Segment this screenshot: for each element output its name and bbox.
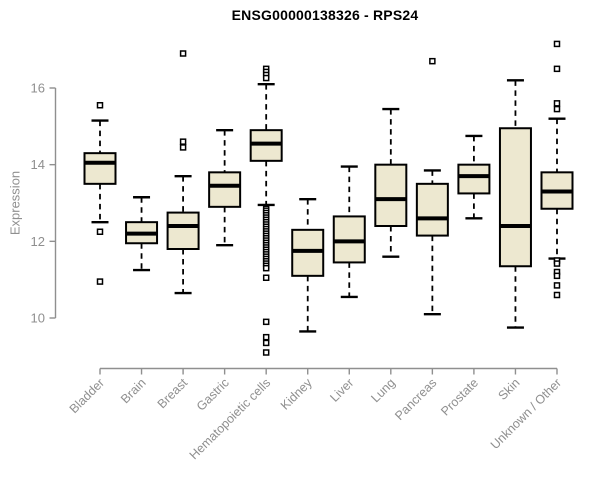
x-label-liver: Liver [327,376,356,405]
box-prostate [457,134,491,220]
chart-title: ENSG00000138326 - RPS24 [231,7,419,23]
outlier-point [262,74,270,82]
y-tick-label-16: 16 [31,81,45,96]
outlier-point [553,65,561,73]
y-tick-label-12: 12 [31,234,45,249]
box-skin [498,79,532,329]
box-kidney [291,197,325,333]
box-liver [332,165,366,299]
iqr-box [208,171,242,208]
y-tick-label-10: 10 [31,310,45,325]
x-label-brain: Brain [118,376,149,407]
outlier-point [262,333,270,341]
outlier-point [553,291,561,299]
iqr-box [83,152,117,185]
x-label-pancreas: Pancreas [392,376,439,423]
box-lung [374,107,408,258]
x-label-kidney: Kidney [278,375,315,412]
x-label-breast: Breast [155,375,191,411]
outlier-point [262,339,270,347]
x-label-skin: Skin [495,376,522,403]
outlier-point [96,228,104,235]
iqr-box [457,163,491,195]
outlier-point [553,272,561,280]
y-tick-label-14: 14 [31,157,45,172]
outlier-point [262,264,270,272]
x-label-gastric: Gastric [194,376,232,414]
outlier-point [553,40,561,48]
x-label-unknown-other: Unknown / Other [488,376,564,452]
outlier-point [262,274,270,281]
iqr-box [166,211,200,250]
outlier-point [96,101,104,109]
box-hematopoietic-cells [249,65,283,356]
outlier-point [179,50,187,57]
outlier-point [262,349,270,356]
box-pancreas [415,57,449,316]
x-label-lung: Lung [368,376,398,406]
iqr-box [415,182,449,237]
outlier-point [553,100,561,107]
iqr-box [374,163,408,227]
outlier-point [429,57,436,65]
x-label-prostate: Prostate [438,376,481,419]
iqr-box [498,127,532,268]
box-brain [125,196,159,272]
outlier-point [179,144,187,151]
outlier-point [553,105,561,113]
y-axis-title: Expression [7,170,23,236]
x-label-hematopoietic-cells: Hematopoietic cells [187,376,274,463]
box-breast [166,50,200,295]
outlier-point [262,318,270,326]
box-bladder [83,101,117,285]
box-unknown-other [540,40,574,299]
outlier-point [179,138,187,145]
outlier-point [553,260,561,267]
outlier-point [96,278,104,285]
x-label-bladder: Bladder [67,376,107,416]
box-gastric [208,128,242,247]
outlier-point [553,282,561,289]
